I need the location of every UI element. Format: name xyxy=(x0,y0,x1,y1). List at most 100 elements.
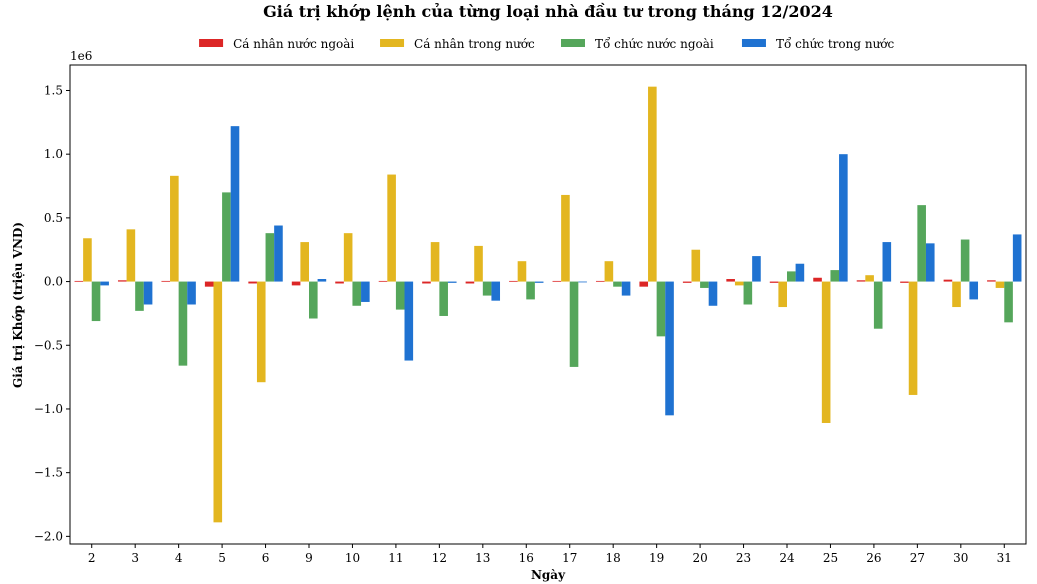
bar xyxy=(987,280,996,282)
x-tick-label: 30 xyxy=(953,551,968,565)
bar xyxy=(726,279,735,282)
bar xyxy=(1004,281,1013,323)
x-tick-label: 10 xyxy=(345,551,360,565)
bar xyxy=(317,279,327,282)
bar xyxy=(595,280,605,282)
bar xyxy=(778,281,787,308)
legend-swatch xyxy=(199,39,224,47)
axis-ticks: −2.0−1.5−1.0−0.50.00.51.01.52 3 4 5 6 9 10 11 12… xyxy=(34,83,1012,565)
bar xyxy=(222,192,231,282)
x-tick-label: 9 xyxy=(305,551,313,565)
y-axis-offset-label: 1e6 xyxy=(70,49,92,63)
bar xyxy=(534,281,544,283)
bar xyxy=(691,249,701,282)
bar xyxy=(1012,234,1022,282)
bar xyxy=(352,281,362,306)
bar xyxy=(830,270,840,282)
x-tick-label: 4 xyxy=(175,551,183,565)
bar xyxy=(873,281,883,329)
bar xyxy=(335,281,344,284)
bar xyxy=(995,281,1005,288)
legend-swatch xyxy=(380,39,405,47)
bar xyxy=(248,281,257,284)
legend-swatch xyxy=(741,39,766,47)
bar xyxy=(447,281,457,283)
bar xyxy=(230,126,240,282)
bar xyxy=(900,281,909,283)
bar xyxy=(813,277,822,282)
y-axis-label: Giá trị Khớp (triệu VND) xyxy=(11,222,25,388)
x-tick-label: 2 xyxy=(88,551,96,565)
x-tick-label: 18 xyxy=(606,551,621,565)
bar xyxy=(578,281,587,283)
bar xyxy=(161,280,171,282)
bar xyxy=(795,263,805,282)
x-tick-label: 13 xyxy=(475,551,490,565)
bar xyxy=(917,205,926,282)
x-tick-label: 5 xyxy=(218,551,226,565)
bar xyxy=(309,281,318,319)
x-tick-label: 25 xyxy=(823,551,838,565)
legend-label: Tổ chức trong nước xyxy=(776,36,895,51)
bar xyxy=(422,281,431,284)
bar xyxy=(621,281,631,296)
bar xyxy=(943,279,953,282)
y-tick-label: −2.0 xyxy=(34,529,63,543)
bar xyxy=(439,281,448,316)
bar xyxy=(969,281,979,300)
bar xyxy=(752,256,761,282)
bar xyxy=(604,261,614,282)
x-tick-label: 12 xyxy=(432,551,447,565)
legend: Cá nhân nước ngoài Cá nhân trong nước Tổ c… xyxy=(199,36,895,51)
bar xyxy=(865,275,874,282)
bar xyxy=(404,281,414,361)
x-tick-label: 6 xyxy=(262,551,270,565)
bar xyxy=(100,281,109,286)
legend-swatch xyxy=(561,39,585,47)
bar xyxy=(552,280,562,282)
bar xyxy=(769,281,779,283)
bar xyxy=(91,281,101,322)
bar xyxy=(734,281,744,286)
plot-frame xyxy=(69,64,1027,545)
bar xyxy=(743,281,753,305)
bar xyxy=(143,281,153,305)
x-tick-label: 24 xyxy=(779,551,795,565)
bar xyxy=(300,242,309,282)
bar xyxy=(708,281,718,306)
bar xyxy=(639,281,649,287)
bar xyxy=(491,281,501,301)
y-tick-label: 0.0 xyxy=(44,275,63,289)
bar xyxy=(135,281,144,311)
bar xyxy=(821,281,831,423)
bar xyxy=(613,281,622,287)
bar xyxy=(83,238,92,282)
bar xyxy=(509,280,518,282)
bar xyxy=(343,233,353,282)
y-tick-label: 1.5 xyxy=(44,83,63,97)
y-tick-label: −0.5 xyxy=(34,338,63,352)
bar xyxy=(700,281,709,288)
bar xyxy=(361,281,370,302)
x-tick-label: 3 xyxy=(131,551,139,565)
bar xyxy=(648,86,657,282)
bar xyxy=(908,281,918,395)
legend-label: Tổ chức nước ngoài xyxy=(595,36,714,51)
bar xyxy=(569,281,579,367)
bar xyxy=(204,281,214,287)
x-tick-label: 23 xyxy=(736,551,751,565)
bar xyxy=(274,225,283,282)
bar xyxy=(482,281,492,296)
bar xyxy=(465,281,475,284)
bar xyxy=(474,245,483,282)
bar xyxy=(378,280,388,282)
bar xyxy=(256,281,266,383)
bar xyxy=(265,233,275,282)
legend-label: Cá nhân nước ngoài xyxy=(233,37,354,51)
bar xyxy=(170,175,179,282)
x-tick-label: 26 xyxy=(866,551,881,565)
bar xyxy=(787,271,796,282)
x-tick-label: 20 xyxy=(692,551,707,565)
chart-title: Giá trị khớp lệnh của từng loại nhà đầu … xyxy=(263,2,833,21)
